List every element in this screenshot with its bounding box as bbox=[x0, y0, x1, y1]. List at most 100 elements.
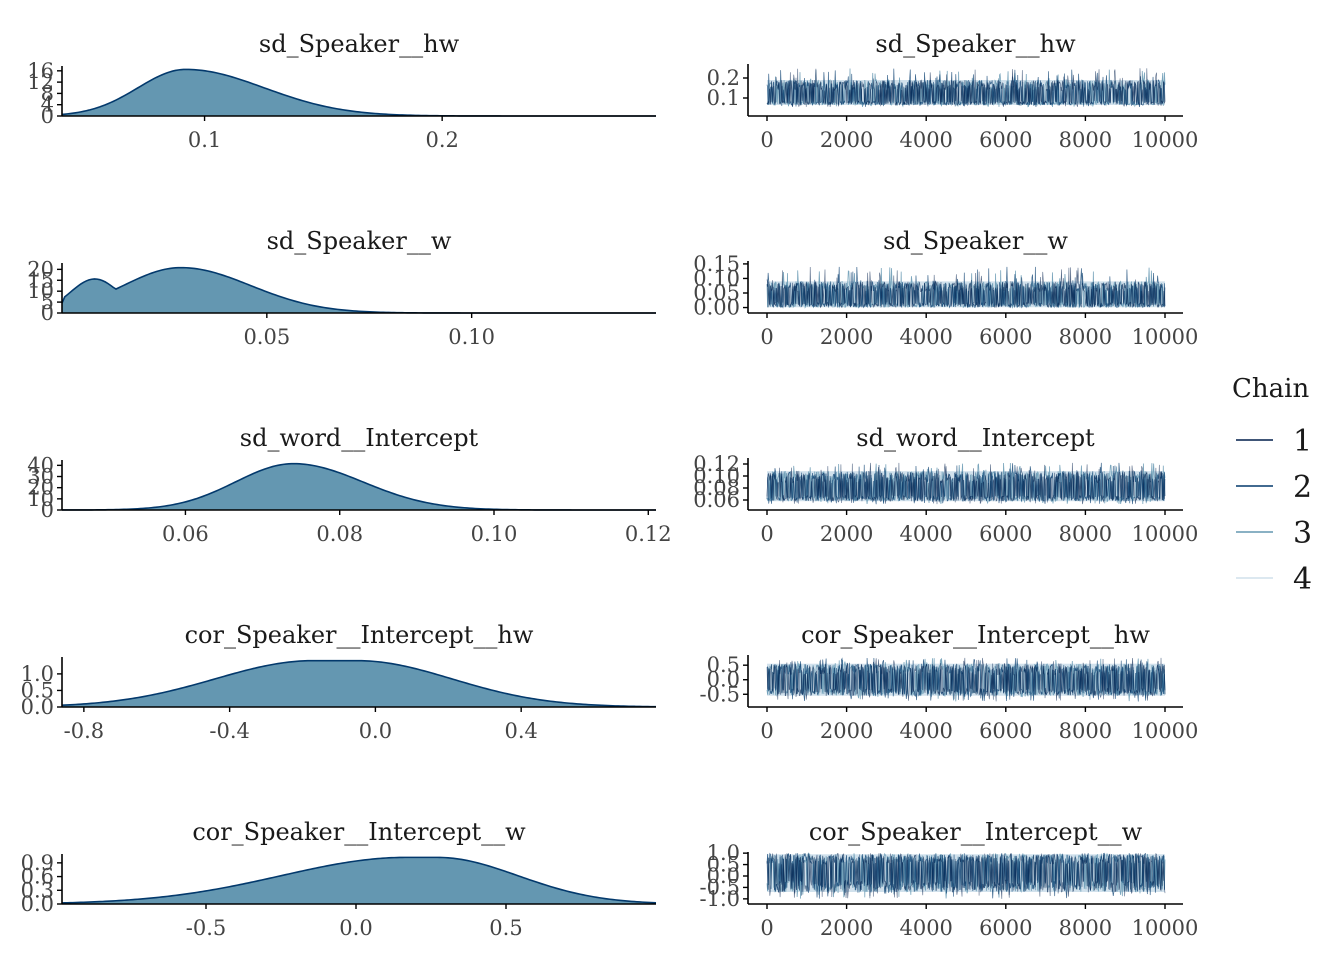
y-tick-label: 15 bbox=[27, 268, 54, 292]
y-tick-label: 16 bbox=[27, 59, 54, 83]
density-area bbox=[62, 660, 656, 707]
chain-1-trace bbox=[766, 266, 1166, 309]
y-tick-label: -0.5 bbox=[700, 682, 741, 706]
y-tick-label: 0.2 bbox=[707, 66, 740, 90]
x-tick-label: 0.12 bbox=[625, 522, 672, 546]
x-tick-label: 4000 bbox=[899, 522, 952, 546]
y-tick-label: 0 bbox=[41, 301, 54, 325]
x-tick-label: 10000 bbox=[1132, 128, 1199, 152]
x-tick-label: 10000 bbox=[1132, 325, 1199, 349]
panel-6: cor_Speaker__Intercept__hw -0.8 -0.4 0.0 0.4… bbox=[21, 621, 657, 743]
density-area bbox=[62, 857, 656, 904]
x-tick-label: 8000 bbox=[1059, 325, 1112, 349]
x-tick-label: 4000 bbox=[899, 128, 952, 152]
panel-title: sd_Speaker__hw bbox=[259, 30, 460, 58]
legend-title: Chain bbox=[1232, 374, 1309, 404]
y-tick-label: 20 bbox=[27, 257, 54, 281]
y-tick-label: 1.0 bbox=[707, 841, 740, 865]
x-tick-label: -0.8 bbox=[64, 719, 105, 743]
x-tick-label: 4000 bbox=[899, 325, 952, 349]
y-tick-label: 0.0 bbox=[707, 668, 740, 692]
x-tick-label: 8000 bbox=[1059, 719, 1112, 743]
y-tick-label: 0.12 bbox=[693, 452, 740, 476]
panel-5: sd_word__Intercept 0 2000 4000 6000 8000 10000… bbox=[693, 424, 1198, 546]
x-tick-label: 0.10 bbox=[471, 522, 518, 546]
y-tick-label: 0 bbox=[41, 498, 54, 522]
density-area bbox=[62, 463, 656, 510]
panel-title: sd_Speaker__w bbox=[883, 227, 1068, 255]
legend-label-3: 3 bbox=[1293, 516, 1312, 551]
y-tick-label: 40 bbox=[27, 453, 54, 477]
density-area bbox=[62, 267, 656, 313]
x-tick-label: 0 bbox=[760, 325, 773, 349]
x-tick-label: 4000 bbox=[899, 719, 952, 743]
x-tick-label: 6000 bbox=[979, 128, 1032, 152]
x-tick-label: 8000 bbox=[1059, 522, 1112, 546]
panel-title: cor_Speaker__Intercept__w bbox=[809, 818, 1143, 846]
y-tick-label: 1.0 bbox=[21, 662, 54, 686]
panel-8: cor_Speaker__Intercept__w-0.5 0.0 0.50.00.… bbox=[21, 818, 657, 940]
x-tick-label: 0.05 bbox=[243, 325, 290, 349]
y-tick-label: 0.15 bbox=[693, 252, 740, 276]
x-tick-label: 4000 bbox=[899, 916, 952, 940]
y-tick-label: 10 bbox=[27, 279, 54, 303]
density-line bbox=[61, 856, 657, 904]
x-tick-label: 0.2 bbox=[425, 128, 458, 152]
x-tick-label: 6000 bbox=[979, 916, 1032, 940]
panel-4: sd_word__Intercept 0.06 0.08 0.10 0.12 010203… bbox=[27, 424, 671, 546]
panel-title: sd_word__Intercept bbox=[856, 424, 1095, 452]
y-tick-label: 0.5 bbox=[707, 853, 740, 877]
legend-label-4: 4 bbox=[1293, 562, 1312, 597]
panel-9: cor_Speaker__Intercept__w 0 2000 4000 6000 80… bbox=[700, 818, 1199, 940]
y-tick-label: 30 bbox=[27, 465, 54, 489]
x-tick-label: 6000 bbox=[979, 719, 1032, 743]
legend-label-2: 2 bbox=[1293, 470, 1312, 505]
chain-1-trace bbox=[766, 462, 1166, 505]
x-tick-label: -0.4 bbox=[209, 719, 250, 743]
panel-title: sd_Speaker__hw bbox=[875, 30, 1076, 58]
density-line bbox=[61, 659, 657, 708]
x-tick-label: 2000 bbox=[820, 719, 873, 743]
y-tick-label: 0.0 bbox=[21, 695, 54, 719]
y-tick-label: 8 bbox=[41, 81, 54, 105]
chain-1-trace bbox=[766, 852, 1166, 899]
density-area bbox=[62, 69, 656, 116]
x-tick-label: 0.4 bbox=[504, 719, 537, 743]
y-tick-label: 0.3 bbox=[21, 878, 54, 902]
x-tick-label: 2000 bbox=[820, 916, 873, 940]
panel-title: cor_Speaker__Intercept__w bbox=[192, 818, 526, 846]
x-tick-label: 10000 bbox=[1132, 916, 1199, 940]
panel-title: sd_Speaker__w bbox=[267, 227, 452, 255]
panel-7: cor_Speaker__Intercept__hw 0 2000 4000 6000 8… bbox=[700, 621, 1199, 743]
x-tick-label: 2000 bbox=[820, 325, 873, 349]
y-tick-label: 0 bbox=[41, 104, 54, 128]
x-tick-label: 0.06 bbox=[162, 522, 209, 546]
y-tick-label: 0.08 bbox=[693, 476, 740, 500]
y-tick-label: 0.10 bbox=[693, 266, 740, 290]
x-tick-label: 0 bbox=[760, 916, 773, 940]
y-tick-label: 0.1 bbox=[707, 86, 740, 110]
x-tick-label: 2000 bbox=[820, 522, 873, 546]
panel-3: sd_Speaker__w 0 2000 4000 6000 8000 10000 0.00 0… bbox=[693, 227, 1198, 349]
x-tick-label: 6000 bbox=[979, 522, 1032, 546]
y-tick-label: 5 bbox=[41, 290, 54, 314]
legend: Chain 1 2 3 4 bbox=[1232, 374, 1312, 597]
y-tick-label: 0.0 bbox=[21, 892, 54, 916]
panel-title: cor_Speaker__Intercept__hw bbox=[185, 621, 534, 649]
y-tick-label: 20 bbox=[27, 476, 54, 500]
x-tick-label: -0.5 bbox=[186, 916, 227, 940]
panel-1: sd_Speaker__hw 0 2000 4000 6000 8000 10000 0.10… bbox=[707, 30, 1199, 152]
x-tick-label: 0 bbox=[760, 522, 773, 546]
x-tick-label: 0.1 bbox=[188, 128, 221, 152]
y-tick-label: 0.5 bbox=[707, 653, 740, 677]
y-tick-label: 0.00 bbox=[693, 296, 740, 320]
chain-2-trace bbox=[766, 68, 1166, 107]
y-tick-label: 0.06 bbox=[693, 488, 740, 512]
y-tick-label: 12 bbox=[27, 70, 54, 94]
x-tick-label: 0 bbox=[760, 128, 773, 152]
panel-title: sd_word__Intercept bbox=[240, 424, 479, 452]
x-tick-label: 6000 bbox=[979, 325, 1032, 349]
